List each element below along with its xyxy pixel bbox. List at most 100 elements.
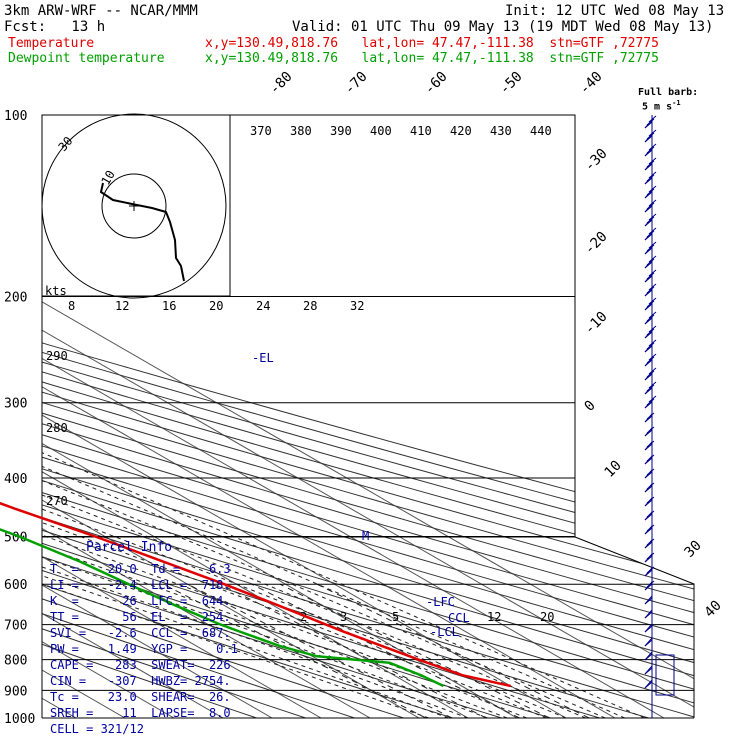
wind-barb-flag [644, 443, 653, 451]
wind-barb [644, 580, 655, 591]
valid-time: Valid: 01 UTC Thu 09 May 13 (19 MDT Wed … [292, 19, 714, 35]
wind-barb [644, 283, 657, 297]
wind-barb-flag [646, 160, 655, 168]
wind-barb-flag [648, 255, 657, 263]
dewpoint-profile-line [0, 528, 445, 688]
dry-adiabat-label: 440 [530, 124, 552, 138]
wind-barb-flag [644, 499, 653, 507]
wind-barb [644, 241, 657, 255]
dry-adiabat-line [42, 115, 694, 718]
isotherm-label: -30 [582, 146, 611, 175]
dry-adiabat-line [42, 115, 355, 718]
wind-barb-cluster [655, 654, 675, 696]
isotherm-line [42, 115, 616, 718]
wind-barb [644, 623, 653, 633]
wind-barb [644, 440, 655, 451]
temperature-location: x,y=130.49,818.76 lat,lon= 47.47,-111.38… [205, 36, 659, 51]
dry-adiabat-line [42, 115, 306, 718]
parcel-row: Tc = 23.0 SHEAR= 26. [50, 690, 231, 704]
dry-adiabat-line [42, 115, 600, 718]
wind-barb-flag [644, 485, 653, 493]
mixing-ratio-line [220, 583, 487, 718]
wind-barb-flag [646, 216, 655, 224]
parcel-row: PW = 1.49 YGP = 0.1 [50, 642, 238, 656]
wind-barb [644, 609, 653, 619]
dry-adiabat-line [42, 115, 694, 718]
wind-barb-flag [644, 191, 653, 199]
dry-adiabat-line [42, 115, 694, 718]
dry-adiabat-line [42, 115, 694, 718]
isotherm-label: 40 [702, 598, 725, 621]
isotherm-label: -40 [577, 69, 606, 98]
parcel-info-title: Parcel Info [86, 540, 173, 555]
wind-barb-flag [646, 188, 655, 196]
isotherm-line [42, 115, 371, 718]
wind-barb-flag [644, 275, 653, 283]
wind-barb-flag [648, 311, 657, 319]
wind-barb [644, 482, 655, 493]
isotherm-label: -50 [497, 69, 526, 98]
wind-barb-flag [644, 667, 653, 675]
pressure-tick-label: 100 [4, 109, 27, 124]
dry-adiabat-label: 380 [290, 124, 312, 138]
isotherm-label: -20 [582, 229, 611, 258]
wind-barb-flag [646, 412, 655, 420]
wind-barb-flag [648, 199, 657, 207]
wind-barb-flag [644, 261, 653, 269]
temperature-label: Temperature [8, 36, 95, 51]
wind-barb-flag [644, 205, 653, 213]
moist-adiabat-label: 28 [303, 299, 317, 313]
wind-barb-flag [646, 202, 655, 210]
mixing-ratio-label: 5 [392, 610, 399, 624]
dry-adiabat-line [42, 115, 694, 718]
pressure-tick-label: 300 [4, 397, 27, 412]
dry-adiabat-line [42, 115, 502, 718]
dry-adiabat-label: 420 [450, 124, 472, 138]
dry-adiabat-label: 290 [46, 349, 68, 363]
dry-adiabat-label: 400 [370, 124, 392, 138]
hodograph-trace [99, 182, 185, 282]
wind-barb [644, 367, 657, 381]
wind-barb [644, 510, 655, 521]
wind-barb-flag [644, 303, 653, 311]
wind-barb-flag [648, 269, 657, 277]
wind-barb [644, 143, 657, 157]
moist-adiabat-line [42, 296, 547, 718]
wind-barb [644, 325, 657, 339]
wind-barb-flag [644, 583, 653, 591]
dry-adiabat-line [42, 115, 694, 718]
parcel-info-panel: Parcel Info T = 20.0 Td = 6.3 LI = -2.4 … [42, 538, 238, 736]
wind-barb-flag [644, 247, 653, 255]
hodograph-units: kts [45, 284, 67, 298]
parcel-row: CAPE = 283 SWEAT= 226 [50, 658, 231, 672]
dry-adiabat-label: 390 [330, 124, 352, 138]
moist-adiabat-line [42, 296, 488, 718]
pressure-tick-label: 600 [4, 578, 27, 593]
wind-barb [644, 297, 657, 311]
isotherm-line [42, 115, 322, 718]
hodograph-ring-label: 10 [98, 168, 117, 188]
wind-barb-flag [648, 283, 657, 291]
wind-barb [644, 538, 655, 549]
sounding-profiles: -EL -LFC CCL-LCL M [0, 351, 511, 688]
pressure-tick-label: 700 [4, 619, 27, 634]
wind-barb-flag [644, 331, 653, 339]
mixing-ratio-line [187, 583, 453, 718]
wind-barb-flag [646, 174, 655, 182]
dry-adiabat-line [42, 115, 694, 718]
wind-barb-flag [648, 395, 657, 403]
wind-barb-flag [646, 538, 655, 546]
wind-barb-flag [646, 356, 655, 364]
parcel-row: TT = 56 EL = 254. [50, 610, 231, 624]
wind-barb-flag [648, 381, 657, 389]
wind-barb-flag [648, 213, 657, 221]
lcl-marker: -LCL [430, 625, 459, 639]
wind-barb-flag [644, 359, 653, 367]
wind-barb-flag [644, 457, 653, 465]
wind-barb-flag [648, 115, 657, 123]
wind-barb-flag [644, 639, 653, 647]
moist-adiabat-line [42, 296, 508, 718]
wind-barb-flag [646, 132, 655, 140]
wind-barb-flag [644, 597, 653, 605]
wind-barb-flag [644, 163, 653, 171]
